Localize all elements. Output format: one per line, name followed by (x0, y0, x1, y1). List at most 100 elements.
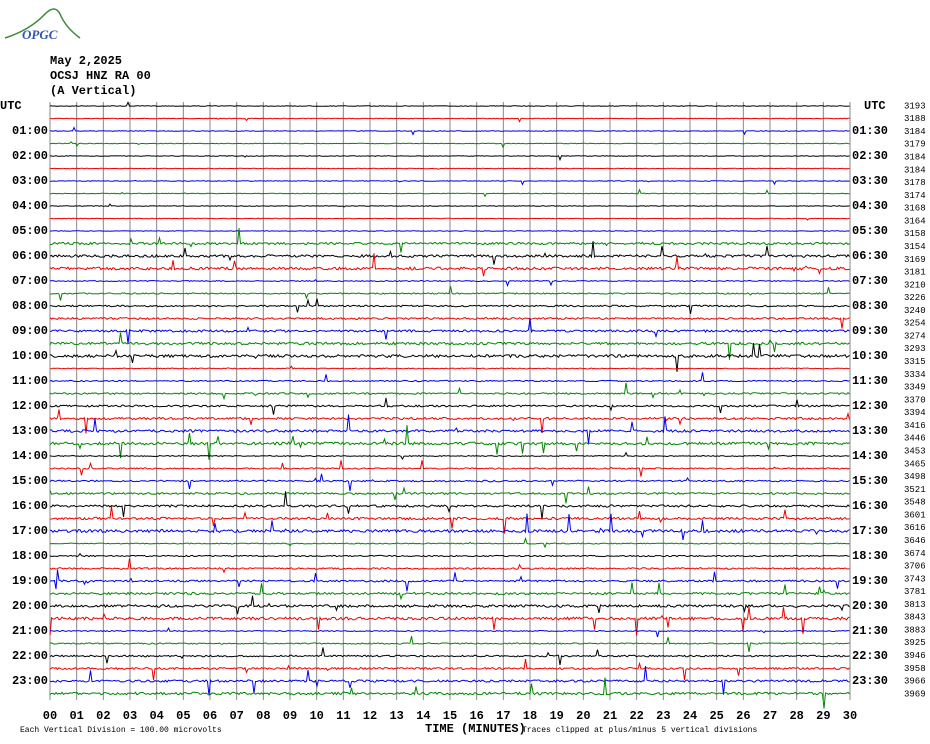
right-time-label: 09:30 (852, 324, 888, 338)
trace (49, 414, 850, 444)
right-time-label: 10:30 (852, 349, 888, 363)
right-time-label: 01:30 (852, 124, 888, 138)
trace (49, 155, 850, 162)
x-tick-label: 07 (229, 709, 243, 723)
x-tick-label: 15 (443, 709, 457, 723)
trace (49, 343, 850, 372)
left-time-label: 07:00 (12, 274, 48, 288)
trace (49, 230, 850, 232)
trace (49, 241, 850, 265)
trace (49, 179, 850, 186)
count-label: 3226 (904, 293, 926, 303)
trace (49, 582, 850, 601)
x-tick-label: 26 (736, 709, 750, 723)
count-label: 3394 (904, 408, 926, 418)
trace (49, 278, 850, 288)
left-axis-title: UTC (0, 99, 22, 113)
right-time-label: 16:30 (852, 499, 888, 513)
count-label: 3184 (904, 153, 926, 163)
trace (49, 486, 850, 504)
left-time-label: 20:00 (12, 599, 48, 613)
right-time-label: 06:30 (852, 249, 888, 263)
count-label: 3781 (904, 587, 926, 597)
count-label: 3181 (904, 268, 926, 278)
count-label: 3179 (904, 140, 926, 150)
left-time-label: 23:00 (12, 674, 48, 688)
x-tick-label: 22 (629, 709, 643, 723)
count-label: 3548 (904, 498, 926, 508)
left-time-label: 13:00 (12, 424, 48, 438)
trace (49, 253, 850, 277)
left-time-label: 01:00 (12, 124, 48, 138)
left-time-label: 17:00 (12, 524, 48, 538)
x-tick-label: 01 (69, 709, 83, 723)
count-label: 3178 (904, 178, 926, 188)
x-tick-label: 08 (256, 709, 270, 723)
x-tick-label: 14 (416, 709, 430, 723)
right-time-label: 08:30 (852, 299, 888, 313)
left-time-label: 08:00 (12, 299, 48, 313)
right-time-label: 19:30 (852, 574, 888, 588)
right-axis-title: UTC (864, 99, 886, 113)
x-tick-label: 16 (469, 709, 483, 723)
trace (49, 536, 850, 549)
right-time-label: 15:30 (852, 474, 888, 488)
count-label: 3334 (904, 370, 926, 380)
right-time-label: 11:30 (852, 374, 888, 388)
x-tick-label: 11 (336, 709, 350, 723)
count-label: 3315 (904, 357, 926, 367)
count-label: 3883 (904, 625, 926, 635)
count-label: 3498 (904, 472, 926, 482)
right-time-label: 18:30 (852, 549, 888, 563)
trace (49, 332, 850, 360)
count-label: 3184 (904, 127, 926, 137)
left-time-label: 10:00 (12, 349, 48, 363)
trace (49, 318, 850, 344)
count-label: 3184 (904, 165, 926, 175)
trace (49, 473, 850, 492)
trace (49, 552, 850, 558)
count-label: 3616 (904, 523, 926, 533)
x-tick-label: 12 (363, 709, 377, 723)
trace (49, 286, 850, 301)
footer-clip: Traces clipped at plus/minus 5 vertical … (522, 726, 757, 735)
logo-text: OPGC (22, 27, 58, 42)
left-time-label: 18:00 (12, 549, 48, 563)
count-label: 3154 (904, 242, 926, 252)
x-tick-label: 00 (43, 709, 57, 723)
count-label: 3210 (904, 280, 926, 290)
x-tick-label: 05 (176, 709, 190, 723)
left-time-label: 16:00 (12, 499, 48, 513)
date: May 2,2025 (50, 54, 122, 68)
x-tick-label: 24 (683, 709, 697, 723)
trace (49, 666, 850, 696)
count-label: 3274 (904, 331, 926, 341)
count-label: 3164 (904, 216, 926, 226)
right-time-label: 14:30 (852, 449, 888, 463)
x-tick-label: 03 (123, 709, 137, 723)
left-time-label: 06:00 (12, 249, 48, 263)
x-tick-label: 29 (816, 709, 830, 723)
right-time-label: 04:30 (852, 199, 888, 213)
count-label: 3925 (904, 638, 926, 648)
component: (A Vertical) (50, 84, 136, 98)
left-time-label: 21:00 (12, 624, 48, 638)
count-label: 3370 (904, 395, 926, 405)
left-time-label: 14:00 (12, 449, 48, 463)
right-time-label: 03:30 (852, 174, 888, 188)
x-tick-label: 02 (96, 709, 110, 723)
count-label: 3706 (904, 562, 926, 572)
x-tick-label: 10 (309, 709, 323, 723)
count-label: 3349 (904, 383, 926, 393)
right-time-label: 13:30 (852, 424, 888, 438)
count-label: 3174 (904, 191, 926, 201)
trace (49, 101, 850, 107)
count-label: 3646 (904, 536, 926, 546)
left-time-label: 15:00 (12, 474, 48, 488)
left-time-label: 19:00 (12, 574, 48, 588)
trace (49, 451, 850, 461)
trace (49, 188, 850, 198)
trace (49, 425, 850, 460)
x-tick-label: 19 (549, 709, 563, 723)
